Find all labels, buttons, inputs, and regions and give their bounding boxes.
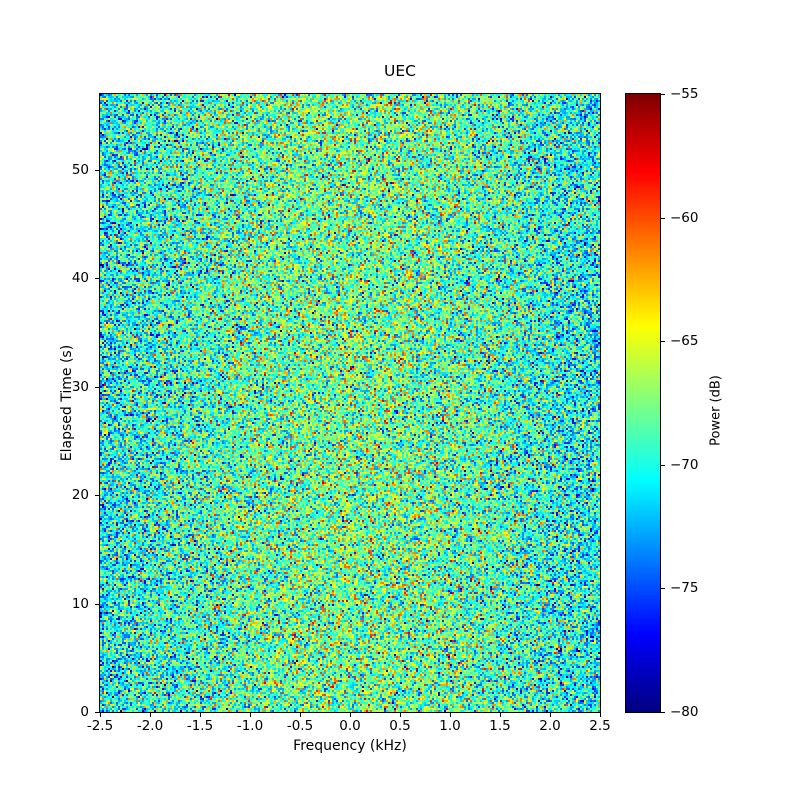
y-tick-label-0: 0 [80, 704, 89, 720]
colorbar-tick-5 [661, 94, 665, 95]
colorbar-tick-2 [661, 465, 665, 466]
colorbar-tick-label-3: −65 [670, 333, 699, 349]
x-tick-2 [200, 713, 201, 717]
spectrogram-image [100, 94, 600, 712]
x-tick-label-3: -1.0 [236, 718, 264, 734]
y-tick-5 [95, 170, 99, 171]
title-line-station: UEC [384, 62, 416, 80]
x-tick-label-5: 0.0 [339, 718, 361, 734]
x-tick-label-9: 2.0 [539, 718, 561, 734]
x-tick-5 [350, 713, 351, 717]
colorbar-gradient [626, 94, 660, 712]
x-tick-4 [300, 713, 301, 717]
y-tick-label-2: 20 [71, 487, 89, 503]
y-tick-2 [95, 495, 99, 496]
y-tick-1 [95, 604, 99, 605]
x-tick-label-2: -1.5 [186, 718, 214, 734]
x-tick-0 [100, 713, 101, 717]
y-tick-3 [95, 387, 99, 388]
colorbar-tick-3 [661, 341, 665, 342]
x-tick-8 [500, 713, 501, 717]
x-axis-label: Frequency (kHz) [293, 738, 407, 754]
y-axis-label: Elapsed Time (s) [59, 344, 75, 462]
x-tick-label-7: 1.0 [439, 718, 461, 734]
y-tick-label-4: 40 [71, 270, 89, 286]
colorbar [625, 93, 661, 713]
spectrogram-plot-area[interactable] [99, 93, 601, 713]
x-tick-label-10: 2.5 [589, 718, 611, 734]
x-tick-7 [450, 713, 451, 717]
x-tick-10 [600, 713, 601, 717]
x-tick-label-8: 1.5 [489, 718, 511, 734]
colorbar-tick-label-4: −60 [670, 210, 699, 226]
colorbar-tick-label-2: −70 [670, 457, 699, 473]
y-tick-label-3: 30 [71, 379, 89, 395]
x-tick-label-4: -0.5 [286, 718, 314, 734]
colorbar-tick-0 [661, 712, 665, 713]
y-tick-label-5: 50 [71, 162, 89, 178]
colorbar-tick-label-0: −80 [670, 704, 699, 720]
colorbar-label: Power (dB) [708, 375, 724, 446]
x-tick-label-1: -2.0 [136, 718, 164, 734]
x-tick-label-0: -2.5 [86, 718, 114, 734]
colorbar-tick-4 [661, 218, 665, 219]
colorbar-tick-label-5: −55 [670, 86, 699, 102]
x-tick-3 [250, 713, 251, 717]
colorbar-tick-label-1: −75 [670, 580, 699, 596]
y-tick-label-1: 10 [71, 596, 89, 612]
colorbar-tick-1 [661, 588, 665, 589]
x-tick-6 [400, 713, 401, 717]
x-tick-9 [550, 713, 551, 717]
x-tick-1 [150, 713, 151, 717]
x-tick-label-6: 0.5 [389, 718, 411, 734]
y-tick-4 [95, 278, 99, 279]
y-tick-0 [95, 712, 99, 713]
